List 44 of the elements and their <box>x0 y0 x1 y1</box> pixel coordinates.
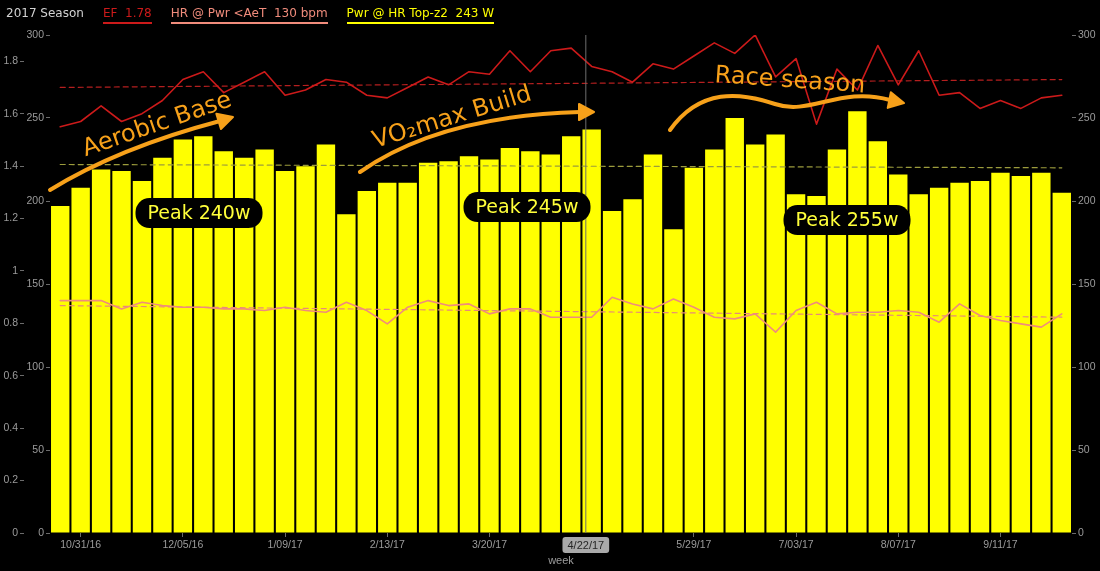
y-tick-label: 1.4 <box>3 158 19 171</box>
annotation: VO₂max Build <box>368 78 535 155</box>
y-tick-label: 0.6 <box>3 368 19 381</box>
y2-tick-label: 300 <box>1078 27 1096 40</box>
y2-tick-label: 100 <box>1078 359 1096 372</box>
y3-tick-label: 100 <box>26 359 45 372</box>
chart-title: 2017 Season <box>6 6 84 20</box>
x-tick-label: 9/11/17 <box>983 538 1018 551</box>
x-tick-label: 1/09/17 <box>267 538 303 551</box>
y3-tick-label: 150 <box>26 276 45 289</box>
y2-tick-label: 200 <box>1078 193 1096 206</box>
annotation: Peak 255w <box>783 205 911 235</box>
annotation: Peak 245w <box>463 192 591 222</box>
y3-tick-label: 50 <box>32 442 45 455</box>
y-tick-label: 1 <box>12 263 19 276</box>
x-axis-title: week <box>547 554 575 567</box>
y-tick-label: 0.4 <box>3 421 19 434</box>
y3-tick-label: 250 <box>26 110 45 123</box>
y2-tick-label: 250 <box>1078 110 1096 123</box>
y2-tick-label: 0 <box>1078 525 1084 538</box>
y3-tick-label: 0 <box>38 525 45 538</box>
text: EF 1.78 <box>102 6 152 20</box>
x-tick-label: 8/07/17 <box>880 538 916 551</box>
y-tick-label: 0.2 <box>3 473 19 486</box>
y-tick-label: 0.8 <box>3 316 19 329</box>
x-tick-label: 7/03/17 <box>778 538 814 551</box>
text: Pwr @ HR Top-z2 243 W <box>346 6 495 20</box>
y2-tick-label: 50 <box>1078 442 1090 455</box>
y-tick-label: 1.8 <box>3 54 19 67</box>
ref-line-label: 4/22/17 <box>567 538 605 551</box>
x-tick-label: 3/20/17 <box>471 538 508 551</box>
x-tick-label: 2/13/17 <box>369 538 405 551</box>
y2-tick-label: 150 <box>1078 276 1096 289</box>
y3-tick-label: 300 <box>26 27 45 40</box>
x-tick-label: 12/05/16 <box>162 538 204 551</box>
x-tick-label: 5/29/17 <box>676 538 712 551</box>
y-tick-label: 1.6 <box>3 106 19 119</box>
x-tick-label: 10/31/16 <box>60 538 102 551</box>
y3-tick-label: 200 <box>26 193 45 206</box>
text: HR @ Pwr <AeT 130 bpm <box>170 6 328 20</box>
y-tick-label: 1.2 <box>3 211 19 224</box>
annotation: Race season <box>713 59 867 100</box>
annotation: Peak 240w <box>135 198 263 228</box>
y-tick-label: 0 <box>12 525 19 538</box>
